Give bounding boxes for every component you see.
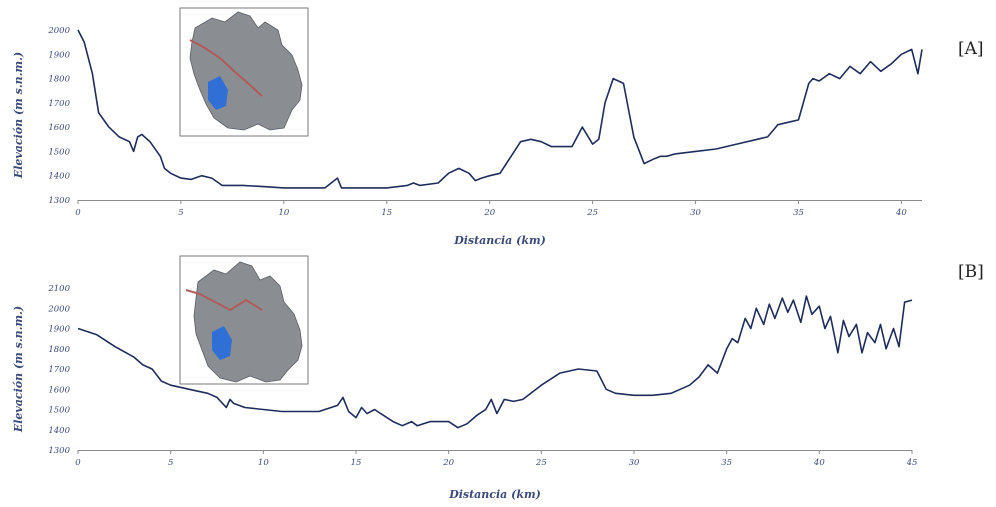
x-tick-label: 15 [351,458,362,468]
x-tick-label: 10 [278,208,289,218]
y-tick-label: 1800 [48,345,70,355]
y-tick-label: 1800 [48,75,70,85]
panel-a-inset-map [179,7,309,137]
x-tick-label: 15 [381,208,392,218]
y-tick-label: 1500 [48,406,70,416]
panel-b: [B] 0 5 10 15 20 25 30 35 40 45 1300 1400 1500 1600 17… [12,255,984,501]
panel-b-x-axis-title: Distancia (km) [448,488,541,501]
y-tick-label: 1400 [48,172,70,182]
x-tick-label: 20 [483,208,495,218]
y-tick-label: 2100 [47,284,70,294]
panel-b-inset-map [179,255,309,385]
y-tick-label: 1400 [48,426,70,436]
y-tick-label: 2000 [47,304,70,314]
watershed-map-icon [189,11,303,131]
panel-a-y-axis-title: Elevación (m s.n.m.) [12,52,25,179]
x-tick-label: 30 [690,208,701,218]
panel-a-x-axis-title: Distancia (km) [453,234,546,247]
watershed-map-icon [185,261,303,383]
x-tick-label: 25 [535,458,547,468]
y-tick-label: 2000 [47,26,70,36]
panel-a: [A] 0 5 10 15 20 25 30 35 40 1300 1400 1500 1600 1700… [12,7,984,247]
x-tick-label: 0 [75,458,81,468]
y-tick-label: 1300 [48,196,70,206]
y-tick-label: 1700 [48,99,70,109]
y-tick-label: 1900 [48,325,70,335]
x-tick-label: 20 [442,458,454,468]
panel-a-ticks: 0 5 10 15 20 25 30 35 40 1300 1400 1500 1600 1700 1800… [47,26,907,218]
x-tick-label: 0 [75,208,81,218]
y-tick-label: 1600 [48,385,70,395]
x-tick-label: 10 [258,458,269,468]
panel-b-label: [B] [958,262,984,282]
panel-b-elevation-line [77,295,913,429]
x-tick-label: 30 [629,458,640,468]
x-tick-label: 40 [895,208,907,218]
x-tick-label: 25 [586,208,598,218]
panel-a-elevation-line [77,29,923,189]
x-tick-label: 35 [793,208,804,218]
x-tick-label: 5 [168,458,173,468]
y-tick-label: 1500 [48,147,70,157]
panel-a-label: [A] [958,39,984,59]
y-tick-label: 1600 [48,123,70,133]
x-tick-label: 40 [813,458,825,468]
panel-b-ticks: 0 5 10 15 20 25 30 35 40 45 1300 1400 1500 1600 1700 18… [47,284,917,468]
panel-b-y-axis-title: Elevación (m s.n.m.) [12,306,25,433]
y-tick-label: 1900 [48,50,70,60]
x-tick-label: 5 [178,208,183,218]
y-tick-label: 1300 [48,446,70,456]
x-tick-label: 35 [721,458,732,468]
y-tick-label: 1700 [48,365,70,375]
x-tick-label: 45 [906,458,918,468]
